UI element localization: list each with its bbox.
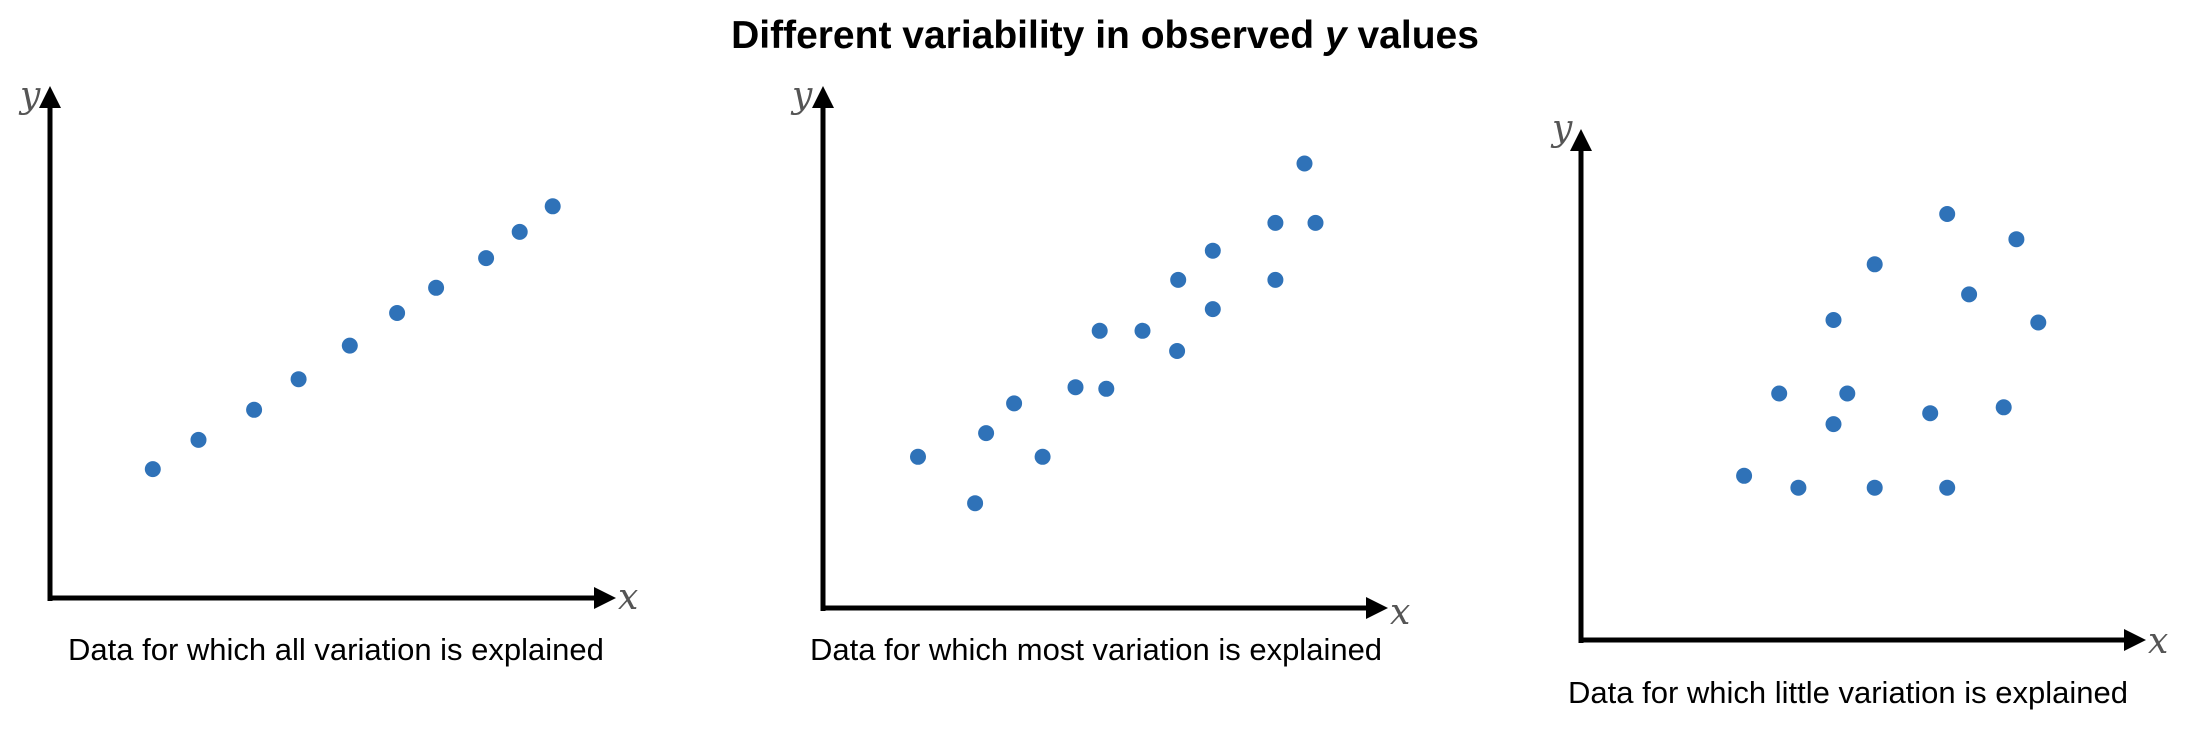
scatter-panel-most-explained: y x Data for which most variation is exp… [790, 75, 1410, 667]
x-axis-label: x [1390, 592, 1410, 633]
y-axis-label: y [790, 75, 813, 116]
data-point-16 [1296, 155, 1313, 172]
data-point-2 [1771, 385, 1788, 402]
data-point-5 [341, 337, 358, 354]
panel-caption: Data for which little variation is expla… [1568, 675, 2128, 710]
data-point-4 [1006, 395, 1023, 412]
data-point-13 [1204, 242, 1221, 259]
data-point-2 [967, 495, 984, 512]
data-point-1 [1736, 467, 1753, 484]
data-point-14 [1267, 214, 1284, 231]
data-point-15 [2030, 314, 2047, 331]
x-axis-label: x [618, 577, 638, 618]
data-points [910, 155, 1324, 512]
data-point-6 [1839, 385, 1856, 402]
panel-caption: Data for which most variation is explain… [810, 632, 1382, 667]
data-points [1736, 206, 2047, 496]
chart-title-suffix: values [1346, 14, 1479, 57]
y-axis-label: y [18, 75, 41, 116]
data-point-9 [511, 223, 528, 240]
data-point-9 [1134, 322, 1151, 339]
data-point-7 [1866, 479, 1883, 496]
data-point-10 [544, 198, 561, 215]
data-point-12 [1204, 301, 1221, 318]
x-axis-arrow-icon [2124, 629, 2146, 651]
x-axis-label: x [2148, 621, 2168, 662]
data-points [144, 198, 561, 478]
data-point-13 [1995, 399, 2012, 416]
data-point-11 [1939, 206, 1956, 222]
x-axis-arrow-icon [594, 587, 616, 609]
data-point-8 [1866, 256, 1883, 273]
data-point-15 [1267, 271, 1284, 288]
data-point-3 [246, 401, 263, 418]
data-point-2 [190, 431, 207, 448]
data-point-10 [1939, 479, 1956, 496]
y-axis-arrow-icon [39, 86, 61, 108]
y-axis-arrow-icon [1570, 129, 1592, 151]
data-point-12 [1961, 286, 1978, 303]
chart-title-prefix: Different variability in observed [731, 14, 1325, 57]
data-point-1 [144, 461, 161, 478]
data-point-7 [1098, 380, 1115, 397]
data-point-3 [978, 425, 995, 442]
data-point-6 [1067, 379, 1084, 396]
y-axis-label: y [1550, 108, 1573, 149]
chart-title: Different variability in observed y valu… [0, 14, 2210, 58]
data-point-7 [428, 279, 445, 296]
panel-caption: Data for which all variation is explaine… [68, 632, 604, 667]
data-point-10 [1169, 343, 1186, 359]
data-point-11 [1170, 271, 1187, 288]
data-point-4 [290, 371, 307, 388]
chart-title-variable: y [1324, 14, 1347, 57]
data-point-1 [910, 448, 926, 465]
scatter-panel-all-explained: y x Data for which all variation is expl… [18, 75, 638, 667]
scatter-panel-little-explained: y x Data for which little variation is e… [1550, 108, 2168, 710]
data-point-8 [1091, 322, 1108, 339]
data-point-17 [1307, 214, 1324, 231]
data-point-6 [389, 305, 406, 321]
y-axis-arrow-icon [812, 86, 834, 108]
data-point-5 [1825, 312, 1842, 328]
data-point-14 [2008, 231, 2025, 248]
data-point-5 [1034, 448, 1051, 465]
data-point-4 [1825, 416, 1842, 433]
x-axis-arrow-icon [1366, 597, 1388, 619]
data-point-9 [1922, 405, 1939, 422]
data-point-3 [1790, 479, 1807, 496]
data-point-8 [478, 250, 495, 267]
